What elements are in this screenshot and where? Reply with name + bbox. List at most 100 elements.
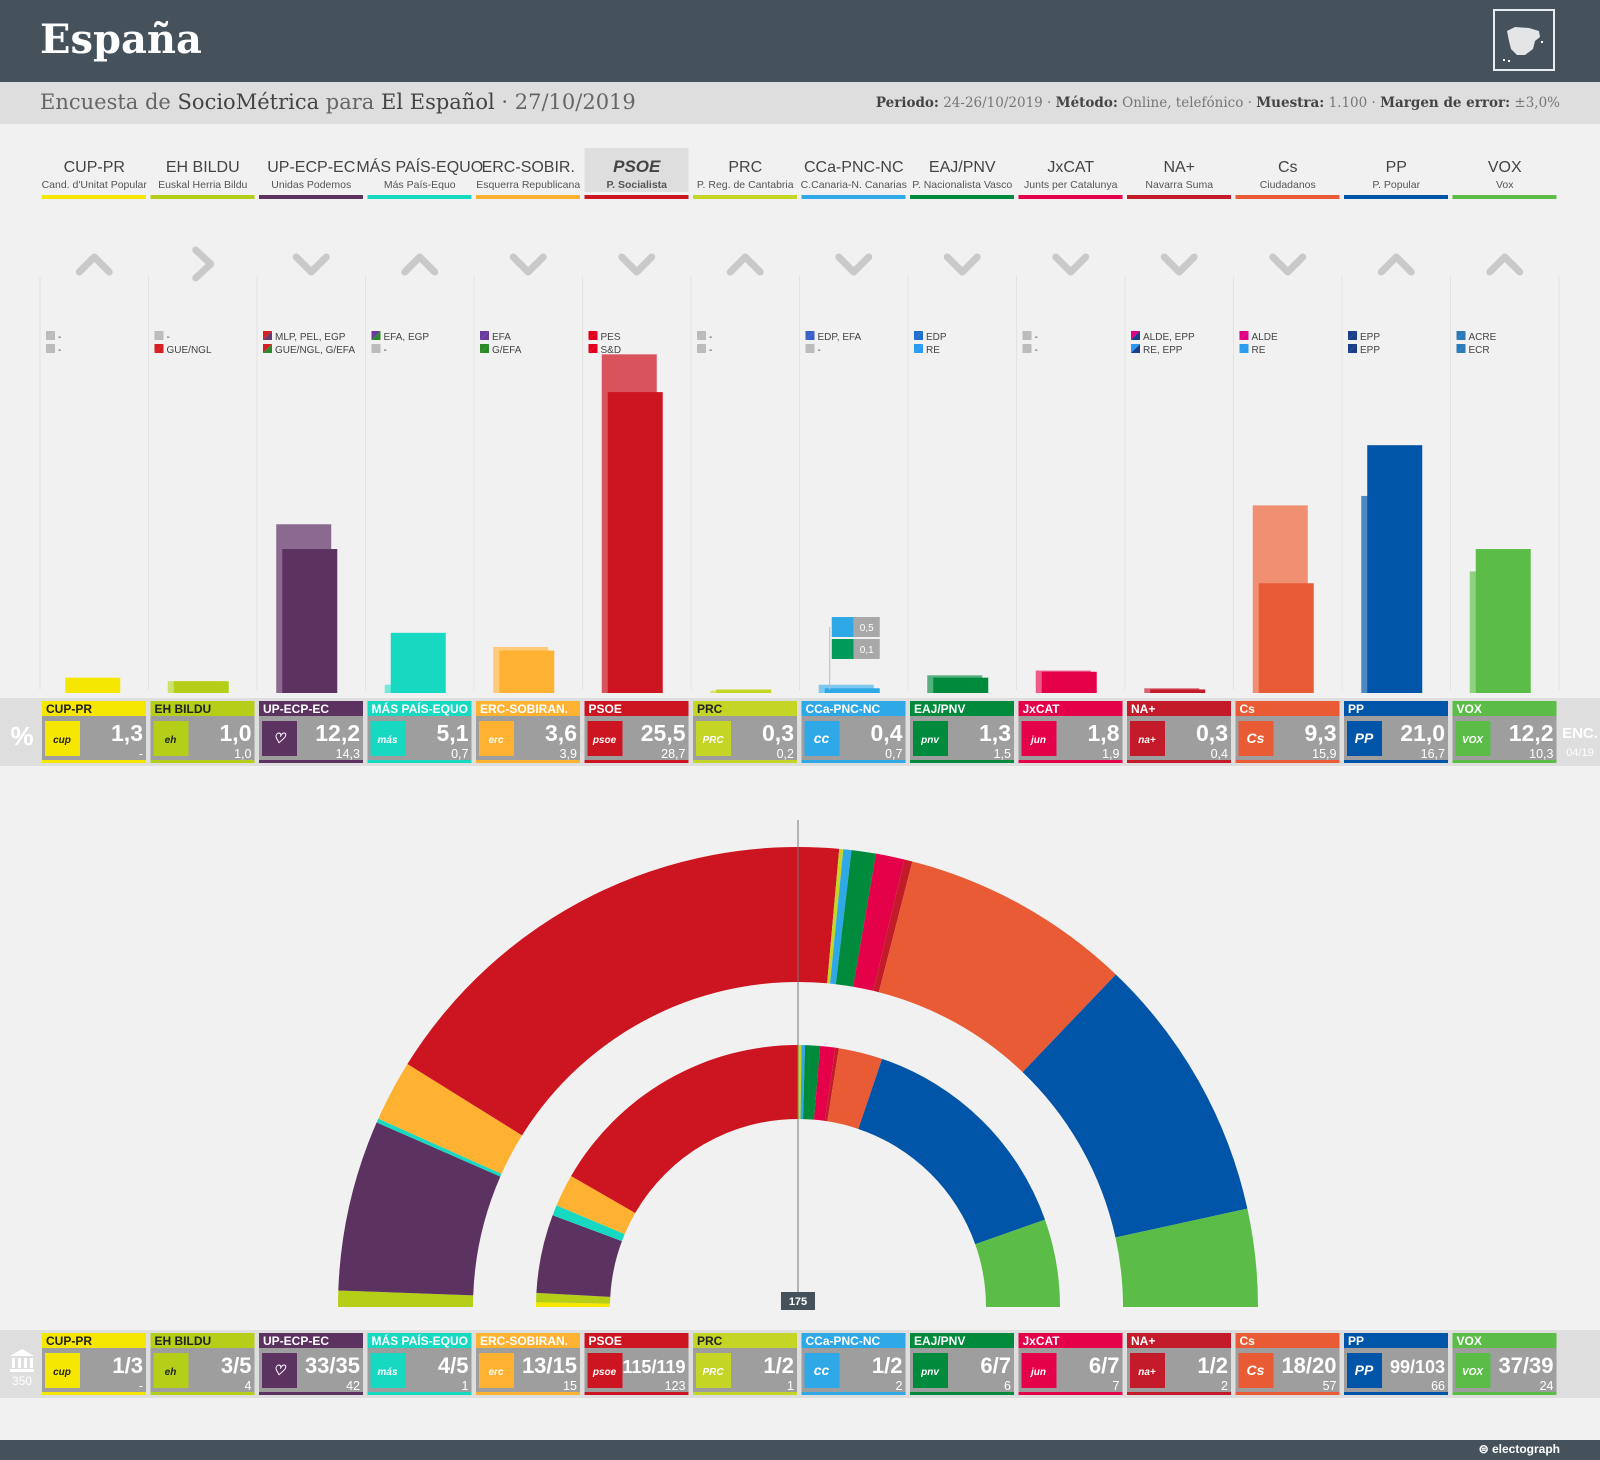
card-bottom-strip — [584, 760, 689, 763]
party-name: CCa-PNC-NC — [804, 159, 904, 176]
party-color-line — [1452, 195, 1557, 199]
eu-group-square-icon — [1456, 331, 1466, 340]
card-party-name: JxCAT — [1023, 1334, 1061, 1348]
seats-row-card: Cs Cs — [1235, 1333, 1340, 1395]
seats-row-card: EH BILDU eh — [150, 1333, 255, 1395]
seats-previous: 42 — [346, 1379, 360, 1393]
hemicycle-outer-segment — [378, 1064, 523, 1174]
party-color-line — [150, 195, 255, 199]
trend-down-icon — [1269, 253, 1307, 276]
eu-group-label: PES — [601, 332, 621, 343]
pct-previous: 1,9 — [1102, 747, 1119, 761]
seats-previous: 1 — [787, 1379, 794, 1393]
party-logo-text: pnv — [920, 735, 940, 746]
party-logo-text: ♡ — [273, 1362, 287, 1378]
party-logo-icon — [1021, 721, 1057, 756]
card-party-name: PP — [1348, 702, 1364, 716]
hemicycle-inner-segment — [536, 1302, 611, 1307]
hemicycle-outer-segment — [376, 1118, 502, 1177]
pct-previous: 10,3 — [1529, 747, 1553, 761]
parliament-column — [24, 1358, 27, 1368]
party-logo-icon — [370, 1353, 406, 1388]
card-title-strip — [801, 701, 906, 716]
trend-up-icon — [401, 253, 439, 276]
eu-group-label: - — [818, 345, 821, 356]
card-bottom-strip — [801, 760, 906, 763]
card-party-name: EH BILDU — [155, 1334, 212, 1348]
card-party-name: NA+ — [1131, 1334, 1155, 1348]
seats-previous: 24 — [1540, 1379, 1554, 1393]
card-title-strip — [1235, 1333, 1340, 1348]
pct-value: 3,6 — [545, 720, 577, 746]
party-logo-text: erc — [488, 735, 503, 746]
party-logo-icon — [262, 721, 297, 756]
card-party-name: CCa-PNC-NC — [806, 1334, 881, 1348]
seats-row-card: VOX VOX — [1452, 1333, 1557, 1395]
party-logo-text: cc — [814, 1362, 830, 1378]
parliament-column — [30, 1358, 33, 1368]
party-color-line — [801, 195, 906, 199]
party-color-line — [42, 195, 146, 199]
media-name: El Español — [381, 90, 495, 114]
callout-label: 0,5 — [860, 623, 874, 634]
bar-estimate — [499, 650, 555, 693]
pct-row-card: JxCAT jun — [1018, 701, 1123, 763]
hemicycle-outer-segment — [407, 847, 840, 1136]
pct-row-card: EAJ/PNV pnv — [910, 701, 1014, 763]
hemicycle-inner-segment — [975, 1219, 1060, 1307]
card-title-strip — [1018, 701, 1123, 716]
card-bottom-strip — [259, 760, 363, 763]
party-fullname: Vox — [1496, 179, 1514, 191]
trend-down-icon — [618, 253, 656, 276]
trend-down-icon — [1160, 253, 1198, 276]
card-title-strip — [1127, 1333, 1231, 1348]
party-logo-text: Cs — [1247, 1362, 1265, 1378]
eu-group-square-icon — [1348, 344, 1357, 353]
card-party-name: NA+ — [1131, 702, 1155, 716]
eu-group-square-icon — [588, 331, 598, 340]
pct-value: 1,3 — [979, 720, 1011, 746]
bar-estimate — [607, 392, 663, 693]
party-name: PP — [1386, 159, 1407, 176]
poll-metadata: Periodo: 24-26/10/2019 · Método: Online,… — [875, 95, 1560, 111]
bar-estimate — [933, 677, 989, 693]
card-title-strip — [476, 701, 580, 716]
bar-estimate — [65, 677, 121, 693]
party-logo-icon — [587, 721, 623, 756]
card-party-name: CUP-PR — [46, 702, 92, 716]
parliament-column — [12, 1358, 15, 1368]
seats-value: 1/2 — [763, 1353, 794, 1378]
card-title-strip — [1018, 1333, 1123, 1348]
seats-value: 1/2 — [872, 1353, 903, 1378]
hemicycle-outer-segment — [878, 861, 1116, 1073]
card-bottom-strip — [910, 760, 1014, 763]
seats-row-card: CUP-PR cup — [42, 1333, 146, 1395]
card-bottom-strip — [1127, 1392, 1231, 1395]
highlight-header — [584, 148, 689, 192]
pct-row-card: PSOE psoe — [584, 701, 689, 763]
party-logo-text: VOX — [1462, 1367, 1484, 1378]
hemicycle-inner-segment — [803, 1045, 821, 1120]
eu-group-label: - — [1035, 345, 1038, 356]
trend-down-icon — [292, 253, 330, 276]
card-party-name: MÁS PAÍS-EQUO — [372, 1333, 468, 1348]
parliament-roof — [10, 1349, 34, 1356]
party-logo-text: Cs — [1247, 730, 1265, 746]
eu-group-square-icon — [697, 344, 706, 353]
eu-group-label: ALDE — [1252, 332, 1278, 343]
pct-previous: 0,4 — [1211, 747, 1228, 761]
credit: ⊜ electograph — [1478, 1442, 1560, 1456]
eu-group-label: EPP — [1360, 332, 1380, 343]
party-fullname: P. Popular — [1372, 179, 1420, 191]
party-logo-icon — [804, 1353, 840, 1388]
party-fullname: Cand. d'Unitat Popular — [42, 179, 148, 191]
card-party-name: EAJ/PNV — [914, 702, 965, 716]
eu-group-label: - — [709, 332, 712, 343]
card-party-name: UP-ECP-EC — [263, 1334, 329, 1348]
callout-label: 0,1 — [860, 645, 874, 656]
party-name: JxCAT — [1047, 159, 1094, 176]
party-logo-text: pnv — [920, 1367, 940, 1378]
eu-group-label: S&D — [601, 345, 622, 356]
hemicycle-outer-segment — [338, 1122, 501, 1296]
hemicycle-inner-segment — [556, 1176, 636, 1235]
